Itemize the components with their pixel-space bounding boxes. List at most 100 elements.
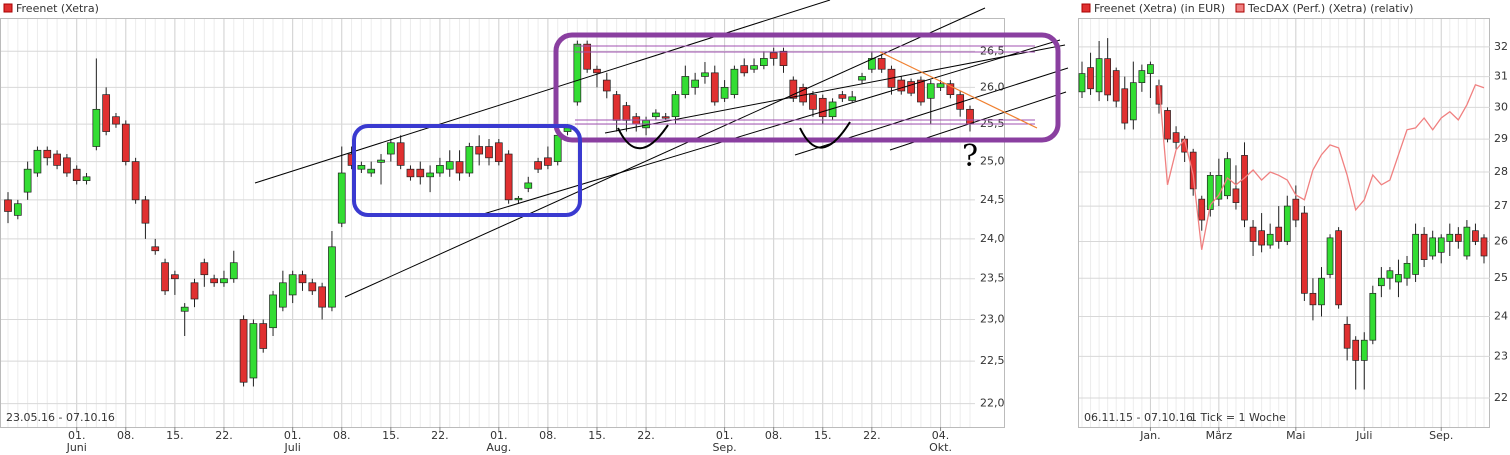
x-tick-label: 01. Aug. <box>486 429 512 454</box>
trend-line <box>879 51 1038 129</box>
legend-swatch <box>1081 3 1091 13</box>
candle-body <box>259 323 268 349</box>
candle-body <box>53 153 61 166</box>
y-tick-label: 32 <box>1494 40 1508 53</box>
candle-body <box>298 274 307 284</box>
y-tick-label: 24,5 <box>980 193 1005 206</box>
candle-body <box>1147 64 1154 74</box>
candle-body <box>1087 67 1094 90</box>
channel-line <box>344 7 986 298</box>
candle-body <box>33 149 42 174</box>
channel-line <box>254 0 831 184</box>
candle-body <box>524 182 533 189</box>
candle-body <box>544 157 552 166</box>
candle-body <box>1258 230 1265 246</box>
x-tick-label: 15. <box>588 429 606 442</box>
candle-body <box>1437 237 1445 253</box>
candle-body <box>1164 110 1171 140</box>
x-tick-label: 22. <box>637 429 655 442</box>
candle-body <box>1360 339 1368 361</box>
x-tick-label: März <box>1205 429 1233 442</box>
candle-body <box>622 105 631 121</box>
y-tick-label: 29 <box>1494 132 1508 145</box>
candle-body <box>514 197 523 201</box>
candle-body <box>72 168 81 181</box>
candle-body <box>1420 233 1428 260</box>
candle-body <box>534 161 542 170</box>
candle-body <box>701 72 709 77</box>
candle-body <box>1412 233 1419 275</box>
candle-body <box>848 96 857 101</box>
candle-body <box>102 94 111 132</box>
candle-body <box>141 199 150 224</box>
candle-body <box>504 153 513 201</box>
candle-body <box>465 146 474 174</box>
channel-line <box>604 44 1066 134</box>
candle-body <box>1343 323 1351 349</box>
candle-body <box>1215 174 1223 200</box>
candle-body <box>1198 198 1206 221</box>
y-tick-label: 23,0 <box>980 312 1005 325</box>
candle-body <box>1386 270 1394 279</box>
x-tick-label: 22. <box>431 429 449 442</box>
candle-body <box>789 79 798 99</box>
x-tick-label: 01. Sep. <box>712 429 737 454</box>
candle-body <box>838 94 847 99</box>
candle-body <box>1480 237 1488 257</box>
candle-body <box>1129 82 1137 121</box>
candle-body <box>1292 198 1300 221</box>
candle-body <box>220 278 228 284</box>
candle-body <box>1078 73 1086 93</box>
candle-body <box>769 52 778 59</box>
y-tick-label: 26,5 <box>980 44 1005 57</box>
candle-body <box>1429 237 1437 257</box>
candle-body <box>485 146 493 159</box>
line-series <box>1158 83 1485 250</box>
candle-body <box>760 58 768 66</box>
candle-body <box>328 246 336 308</box>
y-tick-label: 23,5 <box>980 272 1005 285</box>
candle-body <box>171 274 179 280</box>
x-tick-label: Sep. <box>1429 429 1454 442</box>
candle-body <box>1232 188 1240 203</box>
candle-body <box>553 134 562 162</box>
candle-body <box>1301 212 1308 294</box>
candle-body <box>1352 339 1360 361</box>
candle-body <box>858 76 866 81</box>
candle-body <box>593 68 601 74</box>
candle-body <box>818 97 827 118</box>
drawings <box>254 0 1069 298</box>
candle-body <box>583 43 592 70</box>
y-tick-label: 24 <box>1494 309 1508 322</box>
candle-body <box>308 282 317 292</box>
candle-body <box>4 199 12 212</box>
candle-body <box>936 83 945 88</box>
legend-label: Freenet (Xetra) (in EUR) <box>1094 2 1225 15</box>
candle-body <box>740 65 749 74</box>
y-tick-label: 23 <box>1494 349 1508 362</box>
y-tick-label: 26,0 <box>980 80 1005 93</box>
candle-body <box>1403 262 1411 279</box>
legend-swatch <box>1235 3 1245 13</box>
candle-body <box>131 161 140 201</box>
candle-body <box>1335 230 1342 306</box>
x-tick-label: 08. <box>333 429 351 442</box>
x-tick-label: Mai <box>1286 429 1306 442</box>
x-tick-label: Juli <box>1356 429 1373 442</box>
candle-body <box>1249 226 1257 242</box>
candle-body <box>367 168 376 174</box>
x-tick-label: 15. <box>382 429 400 442</box>
bottom-curve <box>799 121 851 149</box>
candle-body <box>1095 58 1103 93</box>
y-tick-label: 31 <box>1494 70 1508 83</box>
date-range: 06.11.15 - 07.10.16 <box>1084 411 1193 424</box>
candle-body <box>13 203 22 216</box>
candle-body <box>436 165 444 174</box>
candle-body <box>809 94 817 110</box>
candle-body <box>573 43 582 103</box>
candle-body <box>121 123 130 162</box>
x-tick-label: 01. Juni <box>66 429 87 454</box>
candle-body <box>337 172 346 224</box>
tick-note: 1 Tick = 1 Woche <box>1190 411 1286 424</box>
